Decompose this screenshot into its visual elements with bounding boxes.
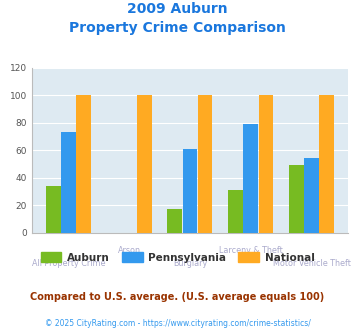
Text: Property Crime Comparison: Property Crime Comparison [69,21,286,35]
Text: 2009 Auburn: 2009 Auburn [127,2,228,16]
Text: Larceny & Theft: Larceny & Theft [219,246,283,255]
Text: Arson: Arson [118,246,141,255]
Bar [244,124,258,233]
Bar [168,209,182,233]
Text: Motor Vehicle Theft: Motor Vehicle Theft [273,259,350,268]
Bar [137,95,152,233]
Bar [258,95,273,233]
Bar [182,149,197,233]
Bar [198,95,212,233]
Bar [228,190,243,233]
Bar [320,95,334,233]
Text: © 2025 CityRating.com - https://www.cityrating.com/crime-statistics/: © 2025 CityRating.com - https://www.city… [45,319,310,328]
Bar [289,165,304,233]
Legend: Auburn, Pennsylvania, National: Auburn, Pennsylvania, National [37,248,318,267]
Text: Compared to U.S. average. (U.S. average equals 100): Compared to U.S. average. (U.S. average … [31,292,324,302]
Bar [46,186,60,233]
Bar [61,132,76,233]
Text: All Property Crime: All Property Crime [32,259,105,268]
Bar [76,95,91,233]
Bar [304,158,319,233]
Text: Burglary: Burglary [173,259,207,268]
